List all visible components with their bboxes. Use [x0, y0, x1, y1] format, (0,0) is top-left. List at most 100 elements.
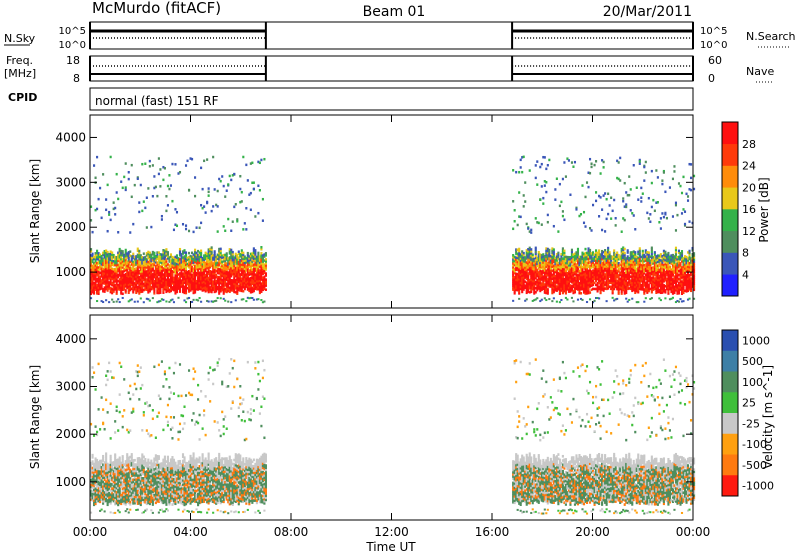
heatmap-cell — [219, 297, 222, 300]
heatmap-cell — [689, 281, 693, 284]
heatmap-cell — [546, 278, 549, 281]
heatmap-cell — [620, 249, 623, 253]
heatmap-cell — [564, 175, 567, 178]
heatmap-cell — [543, 285, 546, 288]
heatmap-cell — [109, 290, 112, 294]
heatmap-cell — [689, 269, 693, 272]
heatmap-cell — [588, 171, 592, 175]
heatmap-cell — [688, 284, 691, 287]
heatmap-cell — [257, 279, 260, 283]
heatmap-cell — [258, 273, 261, 276]
heatmap-cell — [139, 276, 142, 279]
heatmap-cell — [585, 301, 589, 304]
heatmap-cell — [203, 256, 206, 259]
heatmap-cell — [521, 280, 524, 284]
heatmap-cell — [658, 282, 661, 286]
heatmap-cell — [156, 251, 159, 254]
heatmap-cell — [177, 273, 180, 276]
heatmap-cell — [105, 287, 108, 291]
heatmap-cell — [216, 257, 219, 261]
heatmap-cell — [579, 212, 583, 216]
heatmap-cell — [108, 277, 111, 280]
heatmap-cell — [252, 265, 255, 269]
heatmap-cell — [261, 219, 264, 222]
heatmap-cell — [664, 278, 667, 282]
heatmap-cell — [160, 253, 163, 256]
heatmap-cell — [187, 272, 191, 275]
heatmap-cell — [249, 268, 252, 272]
heatmap-cell — [601, 268, 604, 271]
heatmap-cell — [230, 250, 233, 254]
heatmap-cell — [579, 279, 583, 283]
heatmap-cell — [516, 264, 519, 268]
heatmap-cell — [230, 178, 233, 182]
heatmap-cell — [554, 266, 557, 270]
heatmap-cell — [165, 254, 168, 257]
heatmap-cell — [210, 288, 213, 292]
heatmap-cell — [258, 257, 261, 260]
heatmap-cell — [649, 265, 652, 269]
heatmap-cell — [546, 265, 549, 269]
heatmap-cell — [579, 283, 583, 287]
heatmap-cell — [225, 254, 228, 257]
heatmap-cell — [599, 283, 602, 287]
heatmap-cell — [191, 287, 194, 291]
heatmap-cell — [656, 290, 659, 294]
heatmap-cell — [555, 265, 558, 268]
heatmap-cell — [629, 281, 632, 285]
heatmap-cell — [601, 208, 604, 211]
heatmap-cell — [530, 254, 533, 257]
heatmap-cell — [518, 282, 521, 285]
heatmap-cell — [234, 272, 237, 276]
heatmap-cell — [127, 300, 130, 303]
heatmap-cell — [115, 282, 118, 285]
heatmap-cell — [665, 253, 668, 256]
heatmap-cell — [674, 287, 678, 290]
heatmap-cell — [168, 288, 171, 292]
heatmap-cell — [661, 289, 664, 292]
heatmap-cell — [234, 270, 237, 274]
heatmap-cell — [171, 276, 174, 279]
heatmap-cell — [204, 261, 207, 265]
heatmap-cell — [601, 276, 604, 279]
heatmap-cell — [94, 252, 97, 255]
heatmap-cell — [257, 257, 260, 261]
heatmap-cell — [643, 267, 646, 271]
heatmap-cell — [248, 263, 251, 266]
heatmap-cell — [239, 287, 242, 290]
heatmap-cell — [566, 276, 569, 279]
heatmap-cell — [665, 285, 668, 289]
heatmap-cell — [93, 261, 96, 265]
heatmap-cell — [187, 259, 191, 263]
heatmap-cell — [260, 288, 263, 291]
heatmap-cell — [242, 263, 245, 267]
heatmap-cell — [662, 257, 665, 261]
heatmap-cell — [658, 262, 661, 266]
heatmap-cell — [156, 253, 159, 256]
heatmap-cell — [248, 273, 251, 276]
heatmap-cell — [662, 253, 665, 257]
heatmap-cell — [129, 274, 132, 278]
heatmap-cell — [560, 283, 563, 286]
heatmap-cell — [650, 260, 653, 264]
heatmap-cell — [573, 276, 577, 280]
heatmap-cell — [518, 267, 521, 271]
heatmap-cell — [124, 266, 127, 270]
heatmap-cell — [540, 278, 543, 281]
heatmap-cell — [616, 263, 619, 267]
heatmap-cell — [524, 262, 527, 265]
heatmap-cell — [239, 275, 242, 278]
heatmap-cell — [528, 280, 531, 284]
heatmap-cell — [141, 272, 144, 275]
heatmap-cell — [257, 271, 260, 275]
heatmap-cell — [126, 278, 129, 282]
heatmap-cell — [632, 272, 635, 276]
heatmap-cell — [613, 255, 616, 258]
heatmap-cell — [584, 284, 587, 287]
heatmap-cell — [153, 263, 156, 267]
heatmap-cell — [647, 263, 650, 267]
heatmap-cell — [132, 268, 135, 272]
heatmap-cell — [224, 290, 227, 293]
heatmap-cell — [640, 200, 643, 203]
heatmap-cell — [148, 261, 151, 265]
